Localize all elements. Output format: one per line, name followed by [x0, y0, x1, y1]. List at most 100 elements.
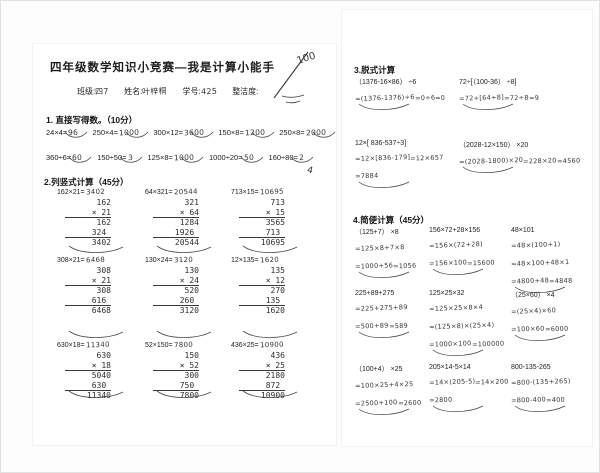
problem-expression: 48×101 — [511, 227, 535, 234]
handwritten-step: =48×100+48×1 — [510, 257, 570, 269]
check-swoosh — [432, 268, 484, 276]
simplify-calc-problem: （125+7） ×8 =125×8+7×8 =1000+56=1056 — [355, 227, 429, 290]
vertical-calc-problem: 436×25=10900 436 × 25 2180 872 10900 — [231, 341, 317, 401]
worksheet-page-1: 四年级数学知识小竞赛—我是计算小能手 100 班级:四7 姓名:叶梓桐 学号:4… — [32, 43, 337, 446]
handwritten-step: =12×[836-179] — [354, 153, 411, 163]
handwritten-step: =4560 — [556, 156, 581, 166]
check-swoosh — [312, 131, 336, 138]
handwritten-answer: 7800 — [173, 340, 193, 350]
vertical-calc-problem: 52×150=7800 150 × 52 300 750 7800 — [145, 341, 231, 401]
problem-equation: 52×150=7800 — [145, 340, 231, 350]
check-swoosh — [358, 408, 410, 416]
vertical-calc-problem: 12×135=1620 135 × 12 270 135 1620 — [231, 256, 317, 341]
handwritten-step: =400 — [545, 395, 566, 405]
stepwise-calc-problem: 72÷[（100-36） ÷8] =72÷[64÷8]=72÷8=9 — [459, 77, 581, 140]
work-line: 630 — [96, 351, 111, 360]
check-swoosh — [358, 271, 410, 279]
check-swoosh — [180, 156, 204, 163]
handwritten-answer: 2 — [298, 152, 305, 163]
work-line: 300 — [184, 371, 199, 380]
handwritten-answer: 11340 — [85, 340, 110, 350]
check-swoosh — [358, 103, 410, 111]
problem-equation: 630×18=11340 — [57, 340, 145, 350]
work-line: 3565 — [265, 218, 285, 227]
handwritten-step: =2500+100 — [354, 398, 398, 408]
check-swoosh — [514, 286, 566, 294]
check-swoosh — [242, 390, 298, 398]
work-line: × 12 — [239, 276, 285, 286]
problem-equation: 162×21=3402 — [57, 188, 145, 197]
simplify-calc-problem: （25×60） ×4 =(25×4)×60 =100×60=6000 — [511, 290, 589, 364]
worksheet-page-2: 3.脱式计算 （1376-16×86） ÷6 =(1376-1376)÷6=0÷6… — [341, 9, 593, 447]
problem-text: 162×21= — [57, 189, 85, 196]
work-line: 260 — [153, 296, 199, 306]
check-swoosh — [68, 245, 124, 253]
simplify-calc-grid: （125+7） ×8 =125×8+7×8 =1000+56=1056 156×72+… — [355, 227, 589, 416]
handwritten-answer: 3 — [127, 152, 133, 163]
oral-problem: 125×8=1000 — [147, 153, 204, 164]
oral-problem: 300×12=3600 — [153, 128, 214, 139]
work-line: 11340 — [86, 391, 111, 400]
column-work: 321 × 64 1284 1926 20544 — [153, 198, 199, 248]
vertical-calc-problem: 162×21=3402 162 × 21 162 324 3402 — [57, 188, 145, 256]
problem-expression: 800-135-265 — [511, 364, 551, 371]
problem-text: 250×8= — [279, 128, 305, 137]
work-line: 270 — [270, 286, 285, 295]
handwritten-step: =125×25×8×4 — [428, 303, 484, 313]
problem-text: 360÷6= — [46, 153, 72, 162]
handwritten-step: =1000+56 — [354, 261, 394, 271]
handwritten-answer: 10695 — [259, 187, 284, 197]
work-line: 20544 — [174, 238, 199, 247]
handwritten-step: =4848 — [548, 276, 573, 286]
handwritten-answer: 6468 — [85, 255, 105, 265]
work-line: 308 — [96, 266, 111, 275]
student-id-value: 425 — [200, 86, 218, 97]
problem-text: 713×15= — [231, 189, 259, 196]
stepwise-calc-problem: （2028-12×150） ×20 =(2028-1800)×20=228×20=… — [459, 140, 581, 189]
handwritten-step: =800-400 — [510, 395, 547, 405]
oral-problem: 250×4=1000 — [93, 128, 150, 139]
problem-expression: （1376-16×86） ÷6 — [355, 79, 417, 86]
work-line: 436 — [270, 351, 285, 360]
handwritten-step: =(1376-1376)÷6 — [354, 92, 415, 104]
handwritten-step: =0 — [434, 93, 446, 103]
class-label: 班级: — [77, 87, 96, 96]
problem-expression: （25×60） ×4 — [511, 292, 555, 299]
check-swoosh — [251, 131, 275, 138]
check-swoosh — [242, 245, 298, 253]
check-swoosh — [432, 349, 484, 357]
student-info-row: 班级:四7 姓名:叶梓桐 学号:425 整洁度: — [77, 86, 271, 97]
section1-heading: 1. 直接写得数。（10分） — [46, 115, 138, 125]
problem-equation: 64×321=20544 — [145, 188, 231, 197]
handwritten-step: =100×60 — [510, 324, 545, 334]
check-swoosh — [358, 181, 410, 189]
work-line: 1284 — [179, 218, 199, 227]
problem-expression: 225+89+275 — [355, 290, 395, 297]
handwritten-step: =100×25+4×25 — [354, 379, 414, 391]
section4-heading: 4.简便计算（45分） — [353, 215, 430, 225]
neatness-label: 整洁度: — [232, 87, 259, 96]
check-swoosh — [69, 156, 92, 163]
work-line: 135 — [270, 266, 285, 275]
oral-problem: 160÷80=2 — [269, 153, 314, 164]
check-swoosh — [432, 405, 484, 413]
check-swoosh — [156, 330, 212, 338]
problem-text: 125×8= — [147, 153, 173, 162]
problem-text: 160÷80= — [268, 153, 298, 162]
handwritten-step: =(125×8)×(25×4) — [428, 320, 495, 332]
check-swoosh — [514, 334, 566, 342]
handwritten-step: =12×657 — [410, 153, 445, 163]
problem-text: 308×21= — [57, 257, 85, 264]
work-line: 1620 — [265, 306, 285, 315]
problem-text: 436×25= — [231, 342, 259, 349]
handwritten-answer: 1000 — [118, 127, 140, 138]
problem-text: 150×8= — [218, 128, 244, 137]
column-work: 630 × 18 5040 630 11340 — [65, 351, 111, 401]
work-line: 135 — [239, 296, 285, 306]
work-line: × 24 — [153, 276, 199, 286]
work-line: × 64 — [153, 208, 199, 218]
handwritten-step: =14×200 — [475, 377, 510, 387]
oral-problem: 24×4=96 — [46, 128, 88, 139]
handwritten-step: =589 — [388, 321, 408, 331]
work-line: 5040 — [91, 371, 111, 380]
